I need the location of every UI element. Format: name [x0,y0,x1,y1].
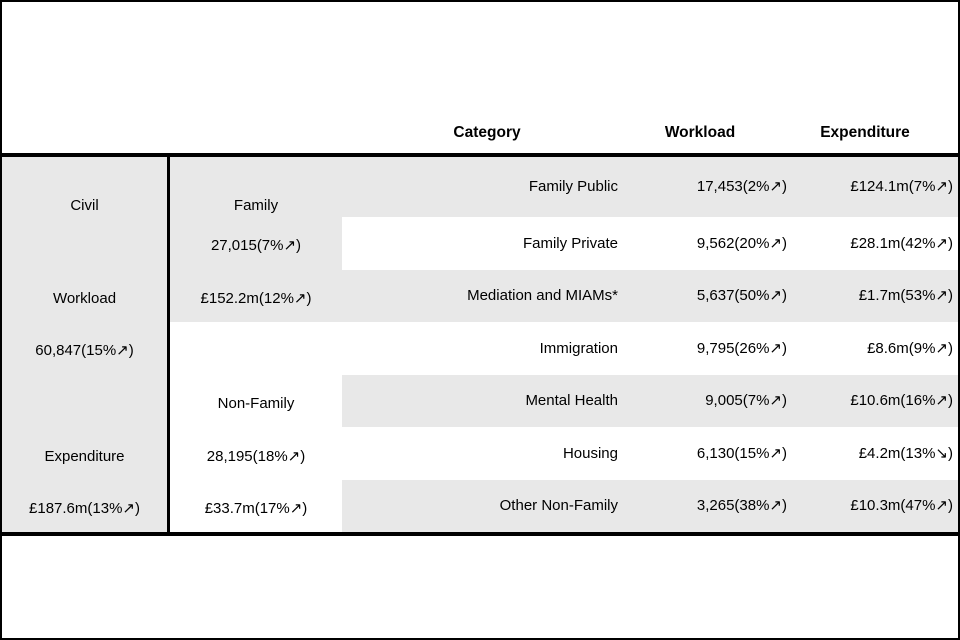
workload-cell: 9,562(20%↗) [696,234,787,252]
table-row: Housing 6,130(15%↗) £4.2m(13%↘) [342,427,958,480]
civil-expenditure-value: £187.6m(13%↗) [29,500,140,517]
group-panel: Family 27,015(7%↗) £152.2m(12%↗) Non-Fam… [170,157,342,532]
expenditure-cell: £10.6m(16%↗) [850,392,953,409]
civil-total-panel: Civil Workload 60,847(15%↗) Expenditure … [2,157,167,532]
workload-cell: 5,637(50%↗) [696,287,787,304]
category-cell: Immigration [539,339,618,357]
table-row: Mediation and MIAMs* 5,637(50%↗) £1.7m(5… [342,270,958,322]
civil-expenditure-label: Expenditure [44,448,125,465]
category-cell: Mediation and MIAMs* [467,287,618,304]
category-cell: Housing [562,444,618,462]
table-row: Immigration 9,795(26%↗) £8.6m(9%↗) [342,322,958,375]
group-family-name: Family [233,197,279,214]
workload-cell: 6,130(15%↗) [696,444,787,462]
table-bottom-rule [2,532,958,536]
expenditure-cell: £10.3m(47%↗) [850,497,953,514]
column-header-workload: Workload [664,124,736,141]
panel-divider-line [167,157,170,532]
table-row: Other Non-Family 3,265(38%↗) £10.3m(47%↗… [342,480,958,532]
expenditure-cell: £124.1m(7%↗) [850,178,953,195]
workload-cell: 3,265(38%↗) [696,497,787,514]
table-row: Mental Health 9,005(7%↗) £10.6m(16%↗) [342,375,958,427]
group-nonfamily-expenditure: £33.7m(17%↗) [204,500,308,517]
category-cell: Family Public [528,178,618,195]
expenditure-cell: £8.6m(9%↗) [867,339,953,357]
group-nonfamily-workload: 28,195(18%↗) [206,448,306,465]
table-row: Family Public 17,453(2%↗) £124.1m(7%↗) [342,157,958,217]
civil-workload-value: 60,847(15%↗) [35,342,134,359]
category-cell: Other Non-Family [499,497,618,514]
workload-cell: 17,453(2%↗) [696,178,787,195]
civil-title: Civil [70,197,99,214]
group-nonfamily-name: Non-Family [217,395,295,412]
group-family-expenditure: £152.2m(12%↗) [200,290,312,307]
workload-cell: 9,795(26%↗) [696,339,787,357]
category-cell: Mental Health [525,392,618,409]
expenditure-cell: £28.1m(42%↗) [850,234,953,252]
category-cell: Family Private [522,234,618,252]
column-header-category: Category [453,124,521,141]
workload-cell: 9,005(7%↗) [705,392,787,409]
family-group-shading [170,157,342,322]
column-header-expenditure: Expenditure [820,124,910,141]
group-family-workload: 27,015(7%↗) [210,237,302,254]
expenditure-cell: £1.7m(53%↗) [858,287,953,304]
civil-workload-label: Workload [52,290,117,307]
table-top-rule [2,153,958,157]
table-row: Family Private 9,562(20%↗) £28.1m(42%↗) [342,217,958,270]
expenditure-cell: £4.2m(13%↘) [858,444,953,462]
